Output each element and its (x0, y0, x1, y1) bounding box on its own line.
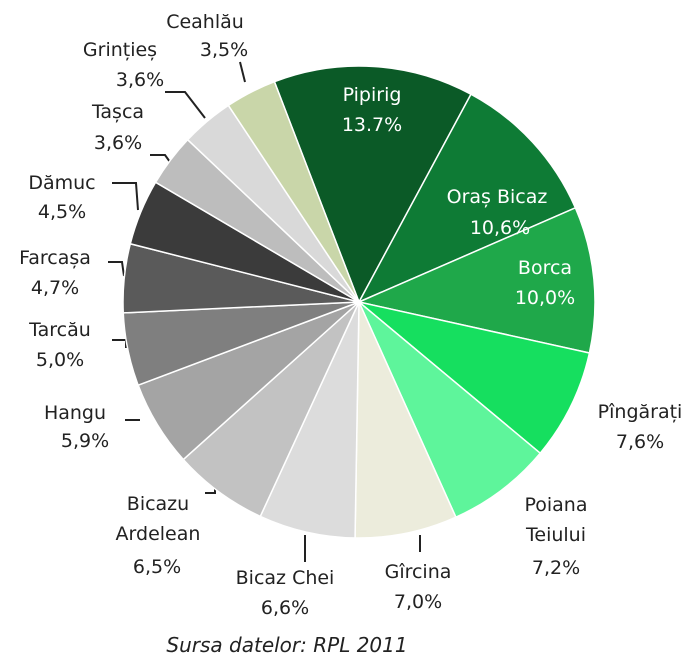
value-label: 5,9% (60, 430, 110, 452)
pie-slice (273, 65, 472, 304)
value-label: 10,6% (469, 217, 531, 239)
slice-label: Borca (517, 257, 573, 279)
value-label: 7,2% (531, 557, 581, 579)
value-label: 10,0% (514, 287, 576, 309)
leader-line (112, 182, 139, 211)
pie-slice (358, 301, 542, 519)
value-label: 6,6% (260, 597, 310, 619)
leader-line (165, 91, 206, 119)
leader-line (112, 339, 127, 348)
value-label: 4,5% (37, 201, 87, 223)
pie-slice (358, 301, 591, 455)
pie-slice (227, 80, 360, 303)
slice-label: Ceahlău (166, 11, 244, 33)
slice-label: Bicaz Chei (235, 567, 335, 589)
pie-slice (357, 93, 577, 304)
slice-label: Pipirig (342, 84, 402, 106)
pie-slice (354, 301, 457, 539)
slice-label: Bicazu Ardelean (115, 493, 201, 545)
value-label: 5,0% (35, 349, 85, 371)
slice-label: Dămuc (28, 172, 96, 194)
value-label: 3,6% (115, 69, 165, 91)
leader-line (239, 61, 246, 83)
value-label: 3,6% (93, 132, 143, 154)
slice-label: Oraș Bicaz (446, 186, 548, 208)
leader-line (150, 154, 171, 163)
slice-label: Gîrcina (384, 561, 452, 583)
slice-label: Grințieș (82, 39, 158, 61)
leader-line (108, 261, 125, 277)
slice-label: Pîngărați (597, 401, 683, 423)
value-label: 4,7% (30, 277, 80, 299)
value-label: 7,0% (393, 591, 443, 613)
slice-label: Tarcău (29, 319, 91, 341)
source-note: Sursa datelor: RPL 2011 (166, 633, 408, 657)
value-label: 3,5% (199, 39, 249, 61)
pie-slice (356, 206, 596, 354)
slice-label: Farcașa (19, 247, 91, 269)
slice-label: Tașca (91, 101, 145, 123)
value-label: 6,5% (132, 556, 182, 578)
value-label: 7,6% (615, 431, 665, 453)
slice-label: Hangu (43, 402, 107, 424)
slice-label: Poiana Teiului (524, 494, 588, 546)
value-label: 13.7% (341, 114, 403, 136)
